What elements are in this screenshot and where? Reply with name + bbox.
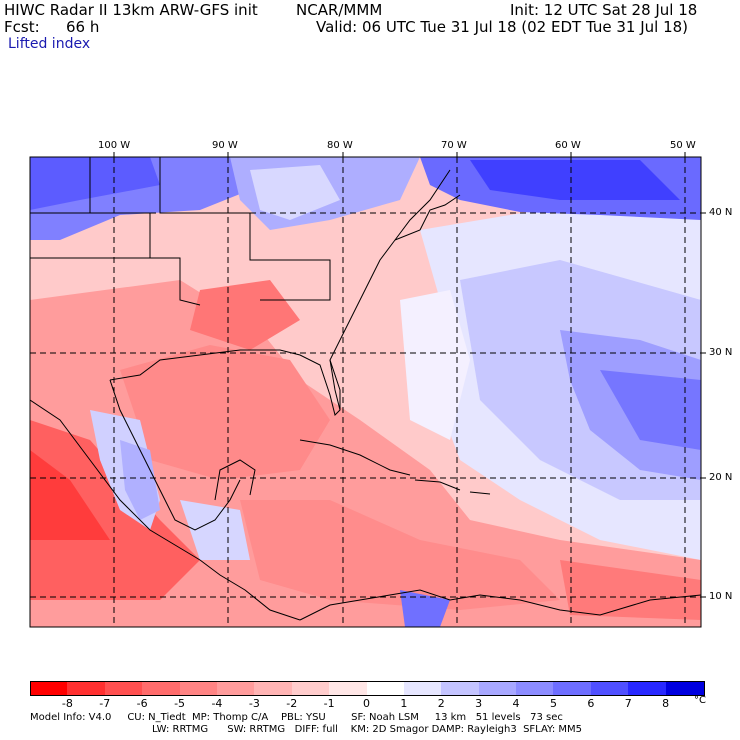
- colorbar-swatch: [67, 681, 106, 696]
- colorbar-label: -2: [286, 697, 298, 710]
- lat-label: 10 N: [709, 591, 733, 602]
- lon-label: 50 W: [670, 140, 696, 151]
- model-info-line1: Model Info: V4.0 CU: N_Tiedt MP: Thomp C…: [30, 712, 563, 723]
- lon-label: 60 W: [555, 140, 581, 151]
- colorbar-label: 3: [475, 697, 483, 710]
- colorbar-swatch: [329, 681, 368, 696]
- map-frame: [29, 156, 702, 628]
- colorbar-label: -5: [174, 697, 186, 710]
- colorbar-swatch: [104, 681, 143, 696]
- colorbar-label: 8: [662, 697, 670, 710]
- lon-label: 100 W: [98, 140, 131, 151]
- colorbar-swatch: [478, 681, 517, 696]
- lat-lon-grid: [30, 157, 701, 627]
- valid-time: Valid: 06 UTC Tue 31 Jul 18 (02 EDT Tue …: [316, 18, 689, 36]
- colorbar-swatch: [403, 681, 442, 696]
- fcst-value: 66 h: [66, 18, 100, 36]
- colorbar-swatch: [179, 681, 218, 696]
- lat-label: 30 N: [709, 347, 733, 358]
- fcst-label: Fcst:: [4, 18, 40, 36]
- colorbar-swatch: [516, 681, 555, 696]
- lifted-index-field: [30, 157, 701, 627]
- colorbar-label: 7: [624, 697, 632, 710]
- lon-label: 80 W: [327, 140, 353, 151]
- model-info-line2: LW: RRTMG SW: RRTMG DIFF: full KM: 2D Sm…: [152, 724, 582, 735]
- colorbar-swatch: [254, 681, 293, 696]
- axis-ticks: [113, 152, 706, 598]
- colorbar-swatch: [142, 681, 181, 696]
- colorbar-label: 5: [549, 697, 557, 710]
- colorbar-label: -7: [99, 697, 111, 710]
- colorbar-label: 4: [512, 697, 520, 710]
- colorbar-swatch: [553, 681, 592, 696]
- colorbar-swatch: [30, 681, 69, 696]
- colorbar-swatch: [216, 681, 255, 696]
- colorbar-label: -6: [136, 697, 148, 710]
- lat-label: 20 N: [709, 472, 733, 483]
- colorbar-swatch: [628, 681, 667, 696]
- model-title: HIWC Radar II 13km ARW-GFS init: [4, 1, 258, 19]
- colorbar-swatch: [665, 681, 705, 696]
- org-label: NCAR/MMM: [296, 1, 383, 19]
- lat-label: 40 N: [709, 207, 733, 218]
- colorbar-label: -8: [61, 697, 73, 710]
- colorbar-label: -1: [323, 697, 335, 710]
- colorbar-swatch: [590, 681, 629, 696]
- colorbar-swatch: [291, 681, 330, 696]
- colorbar-label: 0: [363, 697, 370, 710]
- colorbar-swatch: [441, 681, 480, 696]
- lon-label: 70 W: [441, 140, 467, 151]
- colorbar-label: -4: [211, 697, 223, 710]
- colorbar-label: 6: [587, 697, 595, 710]
- lon-label: 90 W: [212, 140, 238, 151]
- colorbar-label: -3: [248, 697, 260, 710]
- colorbar-label: 1: [400, 697, 408, 710]
- colorbar-unit: °C: [694, 695, 706, 706]
- colorbar-swatch: [366, 681, 405, 696]
- field-name: Lifted index: [8, 36, 91, 52]
- colorbar-label: 2: [437, 697, 445, 710]
- init-time: Init: 12 UTC Sat 28 Jul 18: [510, 1, 698, 19]
